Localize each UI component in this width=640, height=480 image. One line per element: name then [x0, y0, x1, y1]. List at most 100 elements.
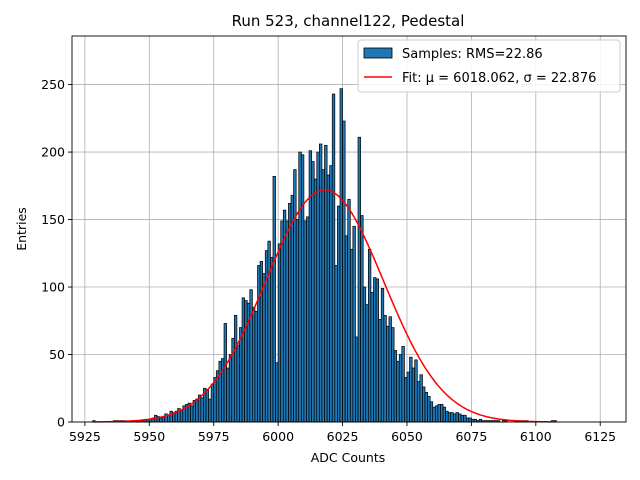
legend-samples-swatch — [363, 47, 393, 59]
histogram-bar — [241, 297, 245, 423]
plot-frame — [71, 35, 627, 423]
histogram-bar — [300, 154, 305, 423]
histogram-bar — [313, 178, 318, 423]
x-axis-ticks: 5925 5950 5975 6000 6025 6050 6075 6100 6125 — [69, 422, 616, 444]
histogram-bar — [401, 346, 405, 423]
x-tick-label: 6000 — [262, 429, 294, 444]
histogram-bar — [288, 203, 292, 423]
histogram-bar — [427, 396, 431, 423]
histogram-bar — [398, 354, 403, 423]
histogram-bar — [378, 319, 382, 423]
histogram-bar — [386, 325, 390, 423]
histogram-bar — [465, 417, 470, 423]
histogram-bar — [190, 405, 194, 423]
histogram-bar — [275, 362, 279, 423]
histogram-bar — [290, 194, 294, 423]
histogram-bar — [357, 136, 361, 423]
y-tick-label: 250 — [41, 77, 65, 92]
histogram-bar — [192, 400, 197, 423]
histogram-bar — [223, 323, 227, 423]
histogram-bar — [373, 277, 377, 423]
histogram-bar — [468, 417, 472, 423]
chart-title: Run 523, channel122, Pedestal — [232, 12, 465, 30]
histogram-bar — [208, 398, 212, 423]
fit-curve — [92, 189, 552, 423]
histogram-bar — [306, 216, 310, 423]
histogram-bar — [195, 398, 199, 423]
histogram-bar — [445, 410, 449, 423]
histogram-bars — [92, 88, 557, 423]
histogram-bar — [179, 409, 184, 423]
histogram-bar — [244, 300, 248, 423]
histogram-bar — [365, 304, 369, 423]
histogram-bar — [249, 289, 253, 423]
histogram-bar — [370, 292, 374, 423]
histogram-bar — [218, 360, 222, 423]
histogram-bar — [272, 176, 276, 423]
histogram-bar — [419, 374, 423, 423]
histogram-bar — [437, 404, 441, 423]
histogram-bar — [344, 235, 349, 423]
histogram-bar — [277, 243, 282, 423]
histogram-bar — [295, 219, 300, 423]
histogram-bar — [236, 344, 240, 423]
histogram-bar — [226, 367, 230, 423]
histogram-bar — [411, 367, 416, 423]
histogram-bar — [355, 336, 359, 423]
histogram-bar — [166, 414, 171, 423]
x-tick-label: 6050 — [391, 429, 423, 444]
histogram-bar — [239, 327, 243, 423]
histogram-bar — [406, 371, 410, 423]
histogram-bar — [337, 205, 341, 423]
histogram-bar — [375, 278, 379, 423]
histogram-bar — [440, 404, 444, 423]
y-axis-label: Entries — [14, 207, 29, 251]
histogram-bar — [362, 286, 367, 423]
histogram-bar — [367, 248, 372, 423]
histogram-bar — [303, 220, 307, 423]
histogram-bar — [270, 256, 274, 423]
histogram-bar — [311, 161, 315, 423]
histogram-bar — [393, 350, 398, 423]
histogram-bar — [326, 174, 331, 423]
histogram-bar — [321, 169, 325, 423]
histogram-bar — [285, 220, 289, 423]
legend: Samples: RMS=22.86 Fit: μ = 6018.062, σ … — [357, 39, 621, 93]
histogram-bar — [254, 310, 258, 423]
histogram-bar — [460, 414, 465, 423]
histogram-bar — [352, 225, 356, 423]
histogram-bar — [298, 151, 302, 423]
x-tick-label: 5975 — [198, 429, 230, 444]
histogram-bar — [432, 406, 436, 423]
y-tick-label: 50 — [49, 347, 65, 362]
histogram-bar — [380, 288, 385, 423]
histogram-bar — [422, 386, 426, 423]
histogram-bar — [257, 265, 261, 423]
histogram-bar — [169, 410, 173, 423]
histogram-bar — [233, 315, 238, 423]
histogram-bar — [414, 359, 418, 423]
histogram-bar — [259, 261, 264, 423]
y-tick-label: 100 — [41, 280, 65, 295]
histogram-bar — [308, 150, 312, 423]
histogram-bar — [252, 306, 256, 423]
histogram-bar — [442, 406, 446, 423]
histogram-bar — [416, 381, 421, 423]
histogram-bar — [458, 413, 462, 423]
histogram-bar — [159, 417, 163, 423]
histogram-bar — [342, 120, 346, 423]
histogram-bar — [331, 93, 336, 423]
histogram-bar — [424, 391, 428, 423]
y-tick-label: 200 — [41, 145, 65, 160]
histogram-bar — [339, 88, 343, 423]
histogram-bar — [453, 413, 457, 423]
histogram-bar — [463, 414, 467, 423]
legend-fit-label: Fit: μ = 6018.062, σ = 22.876 — [402, 71, 596, 86]
histogram-bar — [388, 316, 392, 423]
y-axis-ticks: 0 50 100 150 200 250 — [41, 77, 72, 430]
histogram-bar — [391, 327, 395, 423]
histogram-bar — [383, 315, 387, 423]
histogram-bar — [396, 360, 400, 423]
histogram-bar — [293, 169, 297, 423]
